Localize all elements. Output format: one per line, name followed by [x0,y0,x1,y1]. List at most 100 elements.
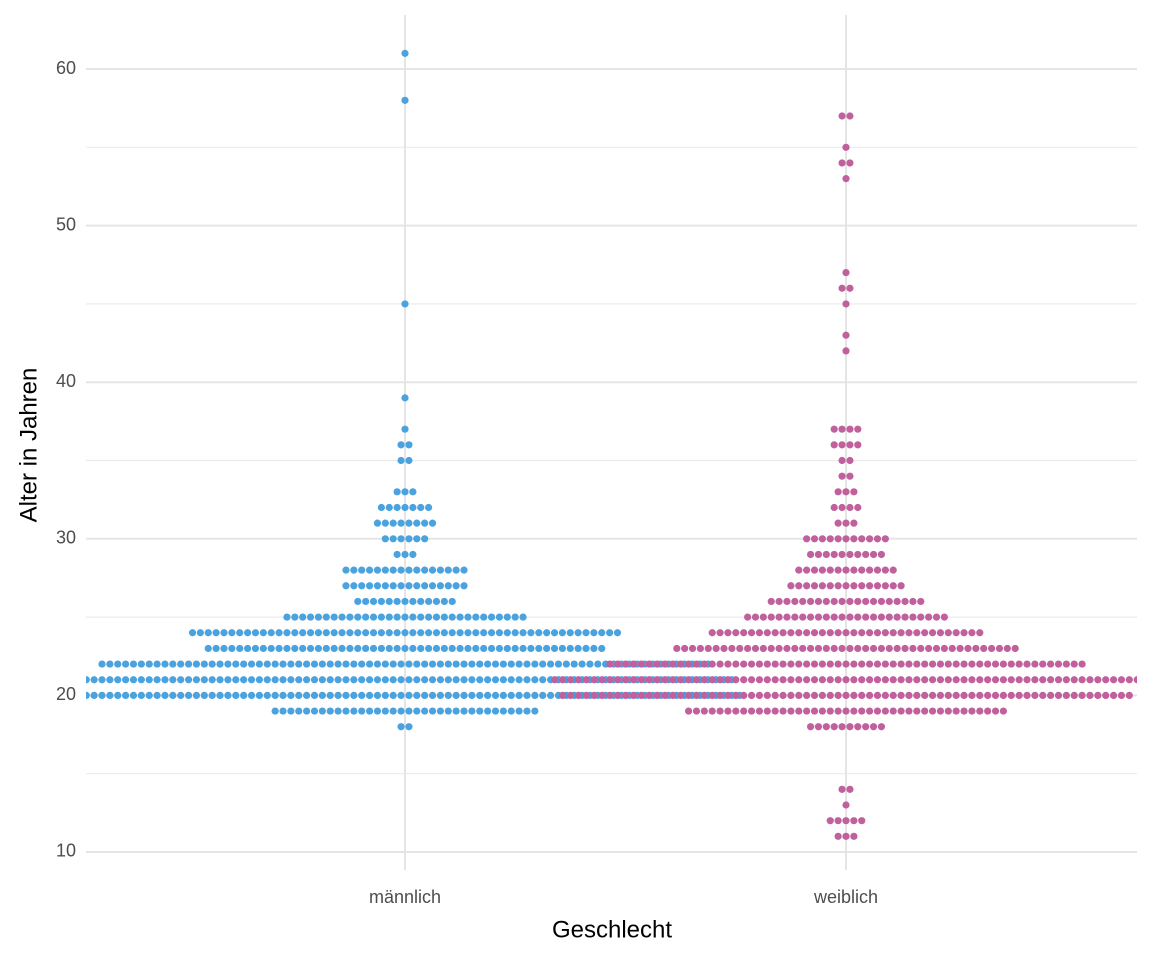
dot [535,644,543,653]
dot [936,691,945,699]
dot [432,644,441,653]
dot [200,676,208,684]
dot [779,707,787,715]
dot [456,629,464,637]
dot [901,644,909,653]
dot [303,676,311,684]
dot [283,629,291,637]
dot [350,582,358,590]
dot [413,582,421,590]
dot [582,629,590,637]
dot [763,629,771,637]
dot [444,691,452,699]
dot [145,691,153,699]
dot [401,550,409,559]
dot [365,707,374,715]
dot [409,488,417,496]
dot [491,691,500,699]
dot [558,644,567,653]
dot [881,629,889,637]
dot [527,644,535,653]
dot [889,691,897,699]
dot [1133,676,1137,684]
dot [826,629,834,637]
dot [1078,660,1086,668]
dot [169,676,177,684]
dot [834,817,842,825]
dot [75,676,82,683]
dot [425,503,433,512]
dot [1047,691,1055,699]
dot [755,691,764,699]
dot [566,629,574,637]
dot [468,660,476,668]
dot [397,723,405,731]
dot [1031,660,1039,668]
dot [350,707,358,715]
dot [425,613,433,621]
dot [358,691,366,699]
dot [247,660,256,668]
dot [499,691,507,699]
dot [503,629,511,637]
dot [858,660,866,668]
dot [842,832,850,840]
dot [393,629,401,637]
dot [921,676,929,684]
dot [279,691,287,699]
dot [1125,676,1133,684]
dot [566,676,575,684]
dot [362,629,370,637]
dot [846,613,854,621]
dot [413,566,421,574]
dot [913,629,921,637]
dot [830,503,838,512]
dot [255,676,264,684]
dot [838,503,846,512]
dot [850,488,858,496]
dot [673,644,681,653]
dot [444,660,452,668]
dot [499,676,507,684]
dot [354,613,362,621]
dot [499,660,507,668]
dot [122,660,130,668]
dot [917,613,925,621]
dot [972,644,980,653]
dot [373,691,382,699]
dot [350,566,358,574]
dot [629,691,638,699]
dot [192,676,201,684]
dot [669,676,677,684]
dot [818,691,826,699]
dot [846,785,854,793]
dot [381,535,389,543]
dot [350,691,358,699]
dot [401,394,409,402]
dot [822,723,830,731]
dot [925,613,933,621]
dot [830,613,838,621]
dot [842,535,850,543]
dot [161,676,169,684]
dot [385,503,393,512]
dot [783,644,791,653]
dot [991,676,1000,684]
dot [377,503,385,512]
dot [208,660,216,668]
dot [842,488,850,496]
dot [716,629,724,637]
dot [393,503,401,512]
dot [928,707,937,715]
dot [661,691,669,699]
dot [452,660,460,668]
dot [413,660,421,668]
dot [952,676,960,684]
dot [614,660,622,668]
dot [354,597,362,606]
dot [795,582,803,590]
dot [810,566,819,574]
dot [385,629,393,637]
dot [373,566,382,574]
dot [373,707,382,715]
